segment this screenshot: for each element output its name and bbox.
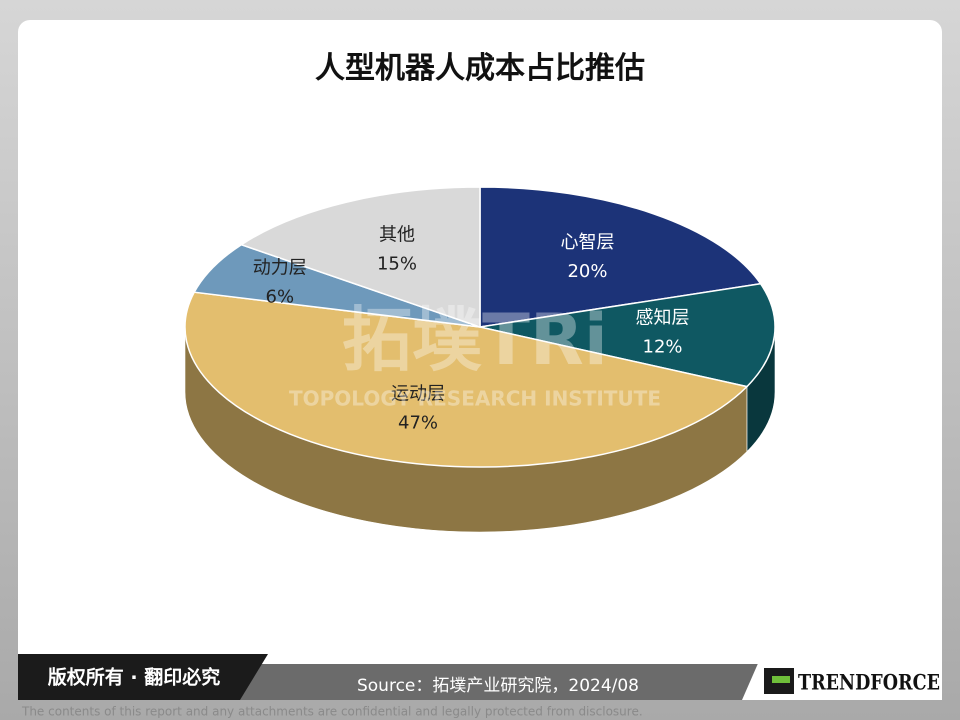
slice-label: 运动层 [391, 384, 445, 405]
value-label: 47% [398, 413, 438, 434]
copyright-box [18, 654, 268, 700]
slice-label: 动力层 [253, 257, 307, 278]
value-label: 12% [643, 336, 683, 357]
slice [479, 282, 776, 388]
slice [239, 186, 481, 329]
slice-label: 感知层 [636, 307, 690, 328]
copyright: 版权所有 · 翻印必究 [48, 666, 220, 689]
disclaimer: The contents of this report and any atta… [21, 705, 643, 719]
watermark-name: TOPOLOGY RESEARCH INSTITUTE [289, 387, 661, 411]
slice [184, 291, 749, 468]
slice-label: 其他 [379, 225, 415, 246]
value-label: 15% [377, 254, 417, 275]
source: Source：拓墣产业研究院，2024/08 [357, 676, 639, 696]
chart-title: 人型机器人成本占比推估 [315, 51, 645, 86]
slice-label: 心智层 [561, 232, 615, 253]
logo-icon-accent [772, 676, 790, 683]
watermark-logo: 拓墣TRi [342, 299, 608, 381]
value-label: 20% [567, 261, 607, 282]
slice [479, 186, 762, 328]
value-label: 6% [266, 286, 295, 307]
logo-text: TRENDFORCE [798, 670, 940, 695]
